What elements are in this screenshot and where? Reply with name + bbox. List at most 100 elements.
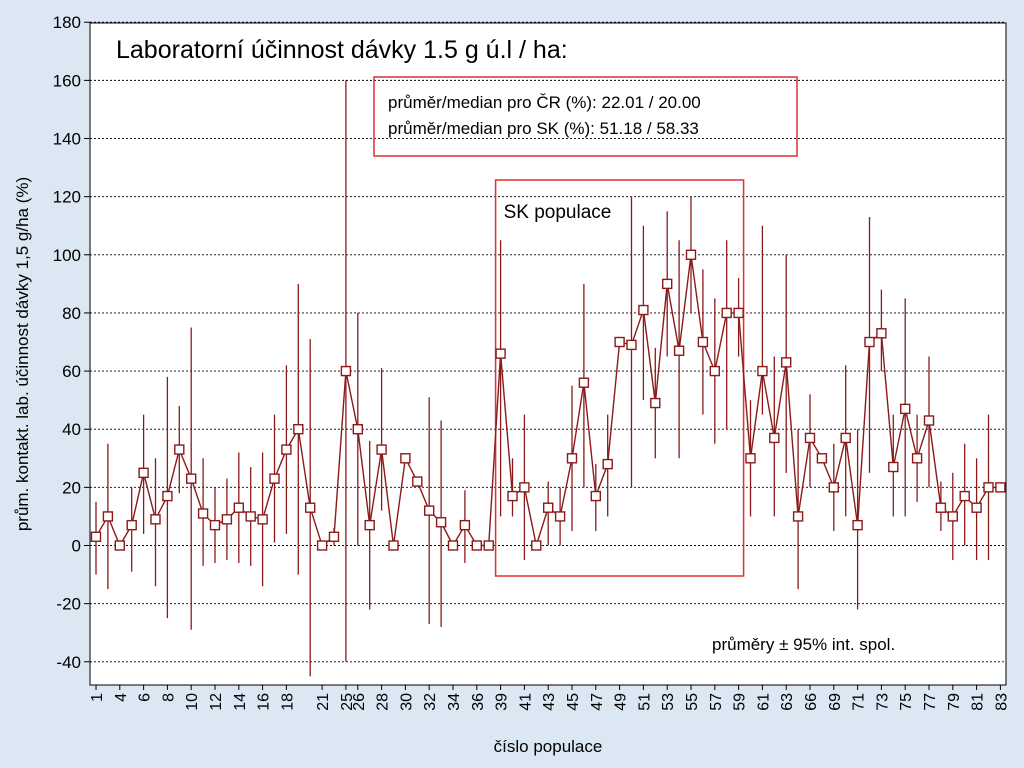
mean-marker [102,511,114,522]
x-tick-label: 4 [113,693,130,702]
mean-marker [769,432,780,444]
mean-marker [995,482,1006,493]
x-tick-label: 41 [517,693,534,711]
y-tick-label: 40 [62,420,81,439]
mean-marker [697,336,709,348]
y-tick-label: 0 [72,537,81,556]
x-tick-label: 30 [398,693,415,711]
stats-box [373,76,798,157]
y-tick-label: -20 [56,595,81,614]
x-tick-label: 34 [446,693,463,711]
mean-marker [150,514,161,525]
mean-marker [864,336,875,348]
y-tick-label: 180 [53,13,81,32]
mean-marker [138,467,149,479]
mean-marker [876,328,887,339]
mean-marker [221,514,233,525]
x-tick-label: 83 [993,693,1010,711]
mean-marker [281,444,292,455]
mean-marker [197,508,209,519]
mean-marker [685,249,697,261]
mean-marker [804,432,816,444]
mean-marker [388,540,399,551]
x-tick-label: 12 [208,693,225,711]
mean-marker [293,424,304,435]
mean-marker [328,531,340,542]
mean-marker [900,403,911,415]
x-tick-label: 28 [375,693,392,711]
x-tick-label: 69 [827,693,844,711]
x-tick-label: 59 [732,693,749,711]
mean-marker [650,397,661,409]
mean-marker [626,339,637,351]
mean-marker [733,307,744,319]
mean-marker [435,517,447,528]
mean-marker [554,511,566,522]
x-tick-label: 16 [256,693,273,711]
mean-marker [233,502,245,513]
mean-marker [888,461,899,473]
y-tick-label: -40 [56,653,81,672]
mean-marker [792,511,804,522]
x-tick-label: 25 [339,693,356,711]
x-tick-label: 73 [874,693,891,711]
mean-marker [673,345,685,356]
x-tick-label: 53 [660,693,677,711]
mean-marker [114,540,126,551]
plot-area [89,22,1007,686]
x-tick-label: 43 [541,693,558,711]
y-tick-label: 80 [62,304,81,323]
mean-marker [162,490,173,502]
x-axis-label: číslo populace [494,737,603,756]
mean-marker [911,453,923,464]
x-tick-label: 77 [922,693,939,711]
mean-marker [412,476,423,487]
mean-marker [983,482,994,493]
y-axis: -40 -20 0 20 40 60 80 100 120 140 160 180 [53,13,90,672]
x-tick-label: 6 [137,693,154,702]
mean-marker [174,444,185,455]
x-tick-label: 81 [970,693,987,711]
mean-marker [709,365,720,377]
mean-marker [745,453,756,464]
mean-marker [816,453,828,464]
y-tick-label: 120 [53,188,81,207]
x-tick-label: 39 [494,693,511,711]
chart-title: Laboratorní účinnost dávky 1.5 g ú.l / h… [116,36,568,64]
stats-line-sk: průměr/median pro SK (%): 51.18 / 58.33 [388,119,699,138]
x-tick-label: 10 [184,693,201,711]
mean-marker [614,336,625,348]
mean-marker [447,540,459,551]
x-tick-label: 66 [803,693,820,711]
mean-marker [340,365,352,377]
mean-marker [400,453,411,464]
mean-marker [459,519,471,531]
mean-marker [662,278,673,290]
x-tick-label: 32 [422,693,439,711]
y-tick-label: 160 [53,71,81,90]
mean-markers [90,249,1006,551]
x-tick-label: 1 [89,693,106,702]
mean-marker [828,482,839,493]
x-tick-label: 49 [613,693,630,711]
mean-marker [638,304,649,316]
mean-marker [543,502,554,513]
mean-marker [935,502,947,513]
y-tick-label: 20 [62,478,81,497]
mean-marker [840,432,851,444]
x-tick-label: 26 [351,693,368,711]
mean-marker [757,365,768,377]
mean-marker [507,490,518,502]
x-tick-label: 63 [779,693,796,711]
mean-marker [352,424,363,435]
mean-marker [566,453,578,464]
mean-marker [209,519,221,531]
y-tick-label: 60 [62,362,81,381]
mean-marker [578,377,590,388]
mean-marker [971,502,982,513]
x-tick-label: 21 [315,693,332,711]
x-tick-label: 75 [898,693,915,711]
